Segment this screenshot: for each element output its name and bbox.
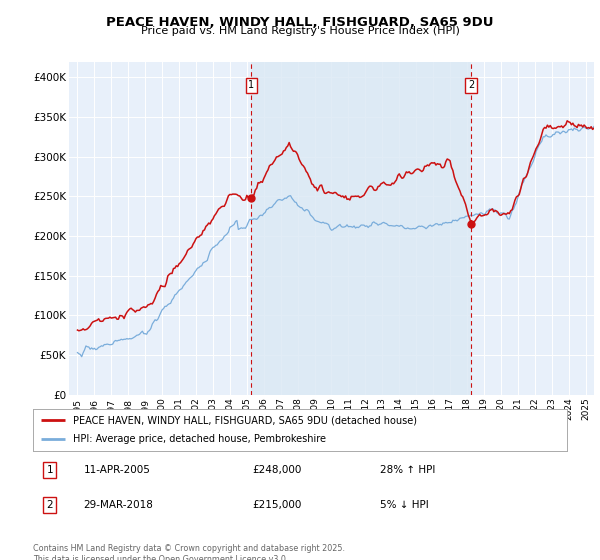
Text: £248,000: £248,000 — [252, 465, 301, 475]
Text: 2: 2 — [46, 501, 53, 510]
Text: 29-MAR-2018: 29-MAR-2018 — [84, 501, 154, 510]
Text: 1: 1 — [248, 81, 254, 90]
Text: PEACE HAVEN, WINDY HALL, FISHGUARD, SA65 9DU (detached house): PEACE HAVEN, WINDY HALL, FISHGUARD, SA65… — [73, 415, 417, 425]
Bar — [251, 62, 471, 395]
Text: 28% ↑ HPI: 28% ↑ HPI — [380, 465, 436, 475]
Text: 5% ↓ HPI: 5% ↓ HPI — [380, 501, 429, 510]
Text: Contains HM Land Registry data © Crown copyright and database right 2025.
This d: Contains HM Land Registry data © Crown c… — [33, 544, 345, 560]
Text: PEACE HAVEN, WINDY HALL, FISHGUARD, SA65 9DU: PEACE HAVEN, WINDY HALL, FISHGUARD, SA65… — [106, 16, 494, 29]
Text: Price paid vs. HM Land Registry's House Price Index (HPI): Price paid vs. HM Land Registry's House … — [140, 26, 460, 36]
Text: 2: 2 — [468, 81, 474, 90]
Text: 11-APR-2005: 11-APR-2005 — [84, 465, 151, 475]
Text: 1: 1 — [46, 465, 53, 475]
Text: HPI: Average price, detached house, Pembrokeshire: HPI: Average price, detached house, Pemb… — [73, 435, 326, 445]
Text: £215,000: £215,000 — [252, 501, 301, 510]
